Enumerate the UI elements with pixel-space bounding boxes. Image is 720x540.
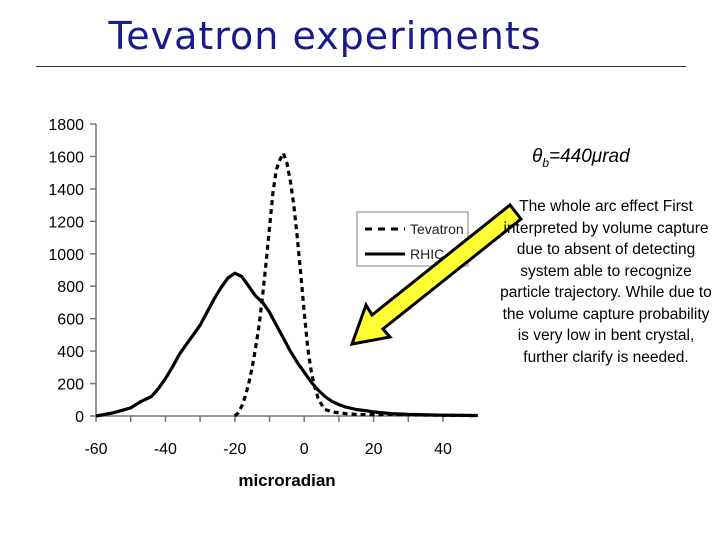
y-tick-label: 1200 (48, 214, 84, 231)
yellow-arrow (349, 202, 524, 346)
y-tick-label: 400 (57, 344, 84, 361)
x-axis-label: microradian (238, 471, 335, 490)
theta-symbol: θ (532, 146, 543, 167)
theta-subscript: b (542, 155, 549, 170)
slide-title: Tevatron experiments (108, 14, 542, 58)
x-tick-label: 40 (434, 441, 452, 458)
x-tick-label: -40 (154, 441, 177, 458)
y-tick-label: 1800 (48, 117, 84, 134)
legend-box (356, 211, 469, 267)
legend-label-tevatron: Tevatron (410, 221, 464, 237)
y-tick-label: 1400 (48, 182, 84, 199)
theta-value: =440μrad (549, 146, 630, 167)
chart-series (95, 151, 478, 418)
annotation-text: The whole arc effect First interpreted b… (500, 198, 712, 366)
title-divider (36, 66, 686, 67)
y-tick-label: 1600 (48, 149, 84, 166)
y-tick-label: 0 (75, 409, 84, 426)
x-tick-label: 0 (300, 441, 309, 458)
chart-legend: Tevatron RHIC (356, 211, 469, 267)
legend-label-rhic: RHIC (410, 246, 444, 262)
series-line-rhic (95, 271, 478, 418)
series-line-tevatron (233, 151, 478, 418)
y-tick-label: 200 (57, 377, 84, 394)
x-tick-label: -60 (84, 441, 107, 458)
arrow-shape (349, 202, 524, 346)
x-tick-label: 20 (365, 441, 383, 458)
theta-label: θb=440μrad (532, 146, 630, 170)
x-tick-label: -20 (223, 441, 246, 458)
y-tick-label: 1000 (48, 247, 84, 264)
y-tick-label: 800 (57, 279, 84, 296)
y-tick-label: 600 (57, 312, 84, 329)
